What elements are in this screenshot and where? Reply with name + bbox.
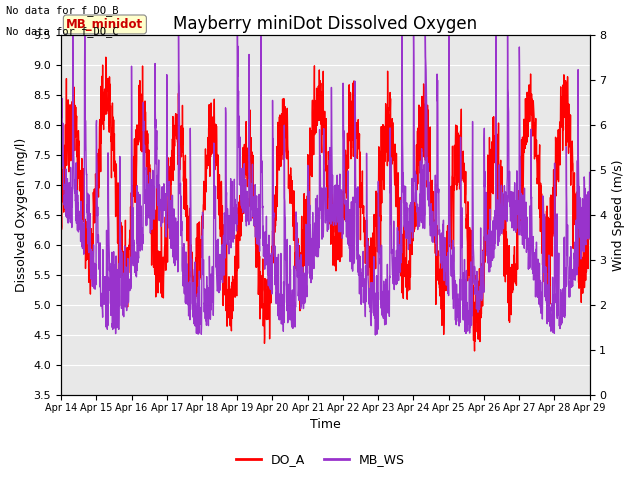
MB_WS bbox=[57, 63, 65, 69]
MB_WS bbox=[479, 248, 487, 254]
MB_WS bbox=[69, 32, 77, 37]
MB_WS bbox=[340, 200, 348, 206]
Line: DO_A: DO_A bbox=[61, 57, 589, 351]
DO_A bbox=[102, 54, 109, 60]
DO_A bbox=[540, 197, 547, 203]
MB_WS bbox=[586, 169, 593, 175]
X-axis label: Time: Time bbox=[310, 419, 340, 432]
Title: Mayberry miniDot Dissolved Oxygen: Mayberry miniDot Dissolved Oxygen bbox=[173, 15, 477, 33]
DO_A bbox=[205, 125, 212, 131]
Line: MB_WS: MB_WS bbox=[61, 35, 589, 335]
Text: No data for f_DO_C: No data for f_DO_C bbox=[6, 26, 119, 37]
Y-axis label: Wind Speed (m/s): Wind Speed (m/s) bbox=[612, 159, 625, 271]
MB_WS bbox=[540, 199, 547, 204]
DO_A bbox=[352, 120, 360, 126]
DO_A bbox=[340, 217, 348, 223]
DO_A bbox=[586, 226, 593, 232]
MB_WS bbox=[205, 287, 212, 293]
Text: No data for f_DO_B: No data for f_DO_B bbox=[6, 5, 119, 16]
DO_A bbox=[479, 272, 487, 277]
Text: MB_minidot: MB_minidot bbox=[67, 18, 143, 31]
MB_WS bbox=[352, 200, 360, 205]
MB_WS bbox=[372, 332, 380, 338]
Y-axis label: Dissolved Oxygen (mg/l): Dissolved Oxygen (mg/l) bbox=[15, 138, 28, 292]
DO_A bbox=[470, 348, 478, 354]
DO_A bbox=[554, 162, 562, 168]
DO_A bbox=[57, 228, 65, 233]
Legend: DO_A, MB_WS: DO_A, MB_WS bbox=[230, 448, 410, 471]
MB_WS bbox=[554, 310, 562, 316]
